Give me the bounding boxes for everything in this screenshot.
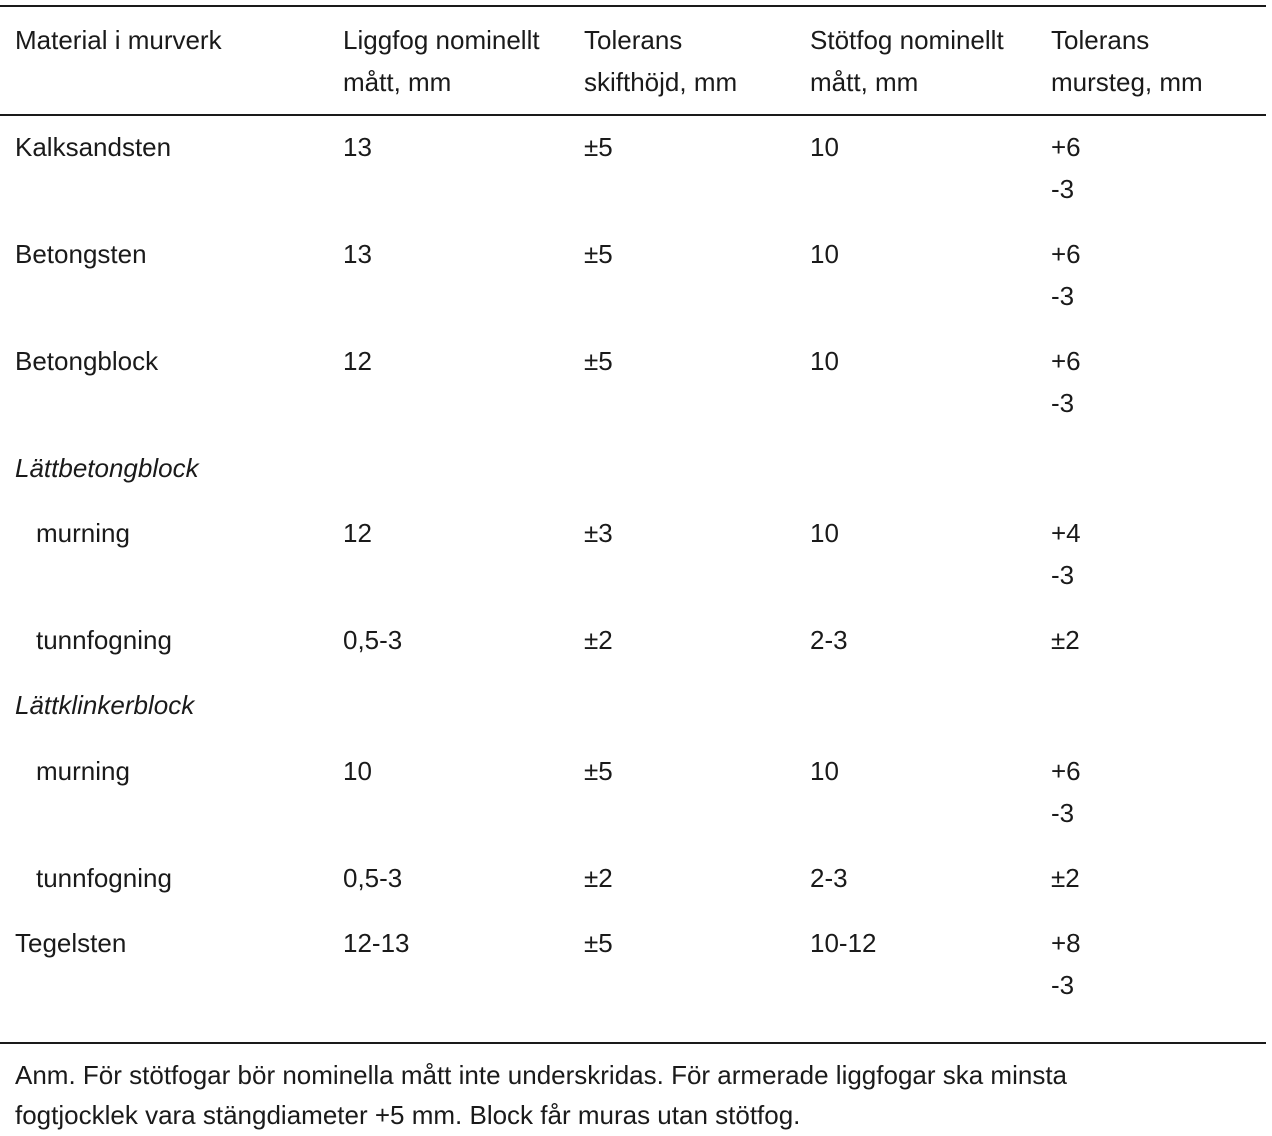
row-lattklinker-tunnfogning-tolerans-mursteg: ±2 <box>1051 863 1080 893</box>
row-kalksandsten-tolerans-mursteg-minus: -3 <box>1051 174 1075 204</box>
row-lattklinker-murning-liggfog: 10 <box>343 756 372 786</box>
row-tegelsten-stotfog: 10-12 <box>810 928 877 958</box>
row-lattbetong-murning-tolerans-mursteg-plus: +4 <box>1051 518 1081 548</box>
header-tolerans-skifthojd-line2: skifthöjd, mm <box>584 67 738 97</box>
row-betongsten-stotfog: 10 <box>810 239 839 269</box>
row-lattklinker-murning-tolerans-mursteg-plus: +6 <box>1051 756 1081 786</box>
row-lattbetong-tunnfogning-tolerans-mursteg: ±2 <box>1051 625 1080 655</box>
row-lattbetong-tunnfogning-stotfog: 2-3 <box>810 625 848 655</box>
row-kalksandsten-material: Kalksandsten <box>15 132 172 162</box>
table-top-rule <box>0 5 1266 7</box>
header-tolerans-mursteg: Tolerans mursteg, mm <box>1051 19 1203 103</box>
header-liggfog-line2: mått, mm <box>343 67 452 97</box>
row-tegelsten-liggfog: 12-13 <box>343 928 410 958</box>
row-tegelsten-tolerans-skift: ±5 <box>584 928 613 958</box>
row-tegelsten-material: Tegelsten <box>15 928 127 958</box>
group-lattbetongblock: Lättbetongblock <box>15 453 199 483</box>
table-note-line2: fogtjocklek vara stängdiameter +5 mm. Bl… <box>15 1100 801 1130</box>
row-lattklinker-murning-tolerans-mursteg: +6 -3 <box>1051 750 1081 834</box>
row-lattbetong-tunnfogning-liggfog: 0,5-3 <box>343 625 403 655</box>
row-lattklinker-murning-tolerans-skift: ±5 <box>584 756 613 786</box>
header-tolerans-skifthojd-line1: Tolerans <box>584 25 683 55</box>
row-lattklinker-tunnfogning-stotfog: 2-3 <box>810 863 848 893</box>
table-note-line1: Anm. För stötfogar bör nominella mått in… <box>15 1060 1068 1090</box>
header-stotfog-line1: Stötfog nominellt <box>810 25 1004 55</box>
row-betongblock-material: Betongblock <box>15 346 159 376</box>
row-lattklinker-murning-tolerans-mursteg-minus: -3 <box>1051 798 1075 828</box>
header-liggfog-line1: Liggfog nominellt <box>343 25 540 55</box>
row-betongsten-tolerans-mursteg-plus: +6 <box>1051 239 1081 269</box>
row-lattbetong-tunnfogning-tolerans-skift: ±2 <box>584 625 613 655</box>
row-lattklinker-murning-stotfog: 10 <box>810 756 839 786</box>
row-betongblock-tolerans-mursteg-minus: -3 <box>1051 388 1075 418</box>
row-betongblock-stotfog: 10 <box>810 346 839 376</box>
header-stotfog-line2: mått, mm <box>810 67 919 97</box>
row-lattbetong-murning-tolerans-skift: ±3 <box>584 518 613 548</box>
row-lattklinker-tunnfogning-material: tunnfogning <box>36 863 172 893</box>
row-lattbetong-murning-liggfog: 12 <box>343 518 372 548</box>
row-kalksandsten-tolerans-mursteg: +6 -3 <box>1051 126 1081 210</box>
row-kalksandsten-tolerans-skift: ±5 <box>584 132 613 162</box>
group-lattklinkerblock: Lättklinkerblock <box>15 690 195 720</box>
header-tolerans-mursteg-line1: Tolerans <box>1051 25 1150 55</box>
row-lattklinker-murning-material: murning <box>36 756 130 786</box>
row-lattklinker-tunnfogning-tolerans-skift: ±2 <box>584 863 613 893</box>
row-lattbetong-murning-stotfog: 10 <box>810 518 839 548</box>
row-betongblock-tolerans-mursteg-plus: +6 <box>1051 346 1081 376</box>
row-lattbetong-murning-material: murning <box>36 518 130 548</box>
row-tegelsten-tolerans-mursteg-plus: +8 <box>1051 928 1081 958</box>
row-lattbetong-tunnfogning-material: tunnfogning <box>36 625 172 655</box>
row-betongsten-material: Betongsten <box>15 239 147 269</box>
row-lattbetong-murning-tolerans-mursteg-minus: -3 <box>1051 560 1075 590</box>
row-betongsten-liggfog: 13 <box>343 239 372 269</box>
table-note: Anm. För stötfogar bör nominella mått in… <box>15 1055 1255 1135</box>
row-kalksandsten-liggfog: 13 <box>343 132 372 162</box>
header-tolerans-mursteg-line2: mursteg, mm <box>1051 67 1203 97</box>
row-betongblock-liggfog: 12 <box>343 346 372 376</box>
row-betongblock-tolerans-skift: ±5 <box>584 346 613 376</box>
row-kalksandsten-stotfog: 10 <box>810 132 839 162</box>
table-header-rule <box>0 114 1266 116</box>
table-footer-rule <box>0 1042 1266 1044</box>
row-lattbetong-murning-tolerans-mursteg: +4 -3 <box>1051 512 1081 596</box>
header-liggfog: Liggfog nominellt mått, mm <box>343 19 540 103</box>
row-betongblock-tolerans-mursteg: +6 -3 <box>1051 340 1081 424</box>
row-betongsten-tolerans-mursteg: +6 -3 <box>1051 233 1081 317</box>
row-tegelsten-tolerans-mursteg: +8 -3 <box>1051 922 1081 1006</box>
row-betongsten-tolerans-mursteg-minus: -3 <box>1051 281 1075 311</box>
header-tolerans-skifthojd: Tolerans skifthöjd, mm <box>584 19 737 103</box>
header-material: Material i murverk <box>15 25 222 55</box>
row-tegelsten-tolerans-mursteg-minus: -3 <box>1051 970 1075 1000</box>
row-kalksandsten-tolerans-mursteg-plus: +6 <box>1051 132 1081 162</box>
header-stotfog: Stötfog nominellt mått, mm <box>810 19 1004 103</box>
row-lattklinker-tunnfogning-liggfog: 0,5-3 <box>343 863 403 893</box>
row-betongsten-tolerans-skift: ±5 <box>584 239 613 269</box>
